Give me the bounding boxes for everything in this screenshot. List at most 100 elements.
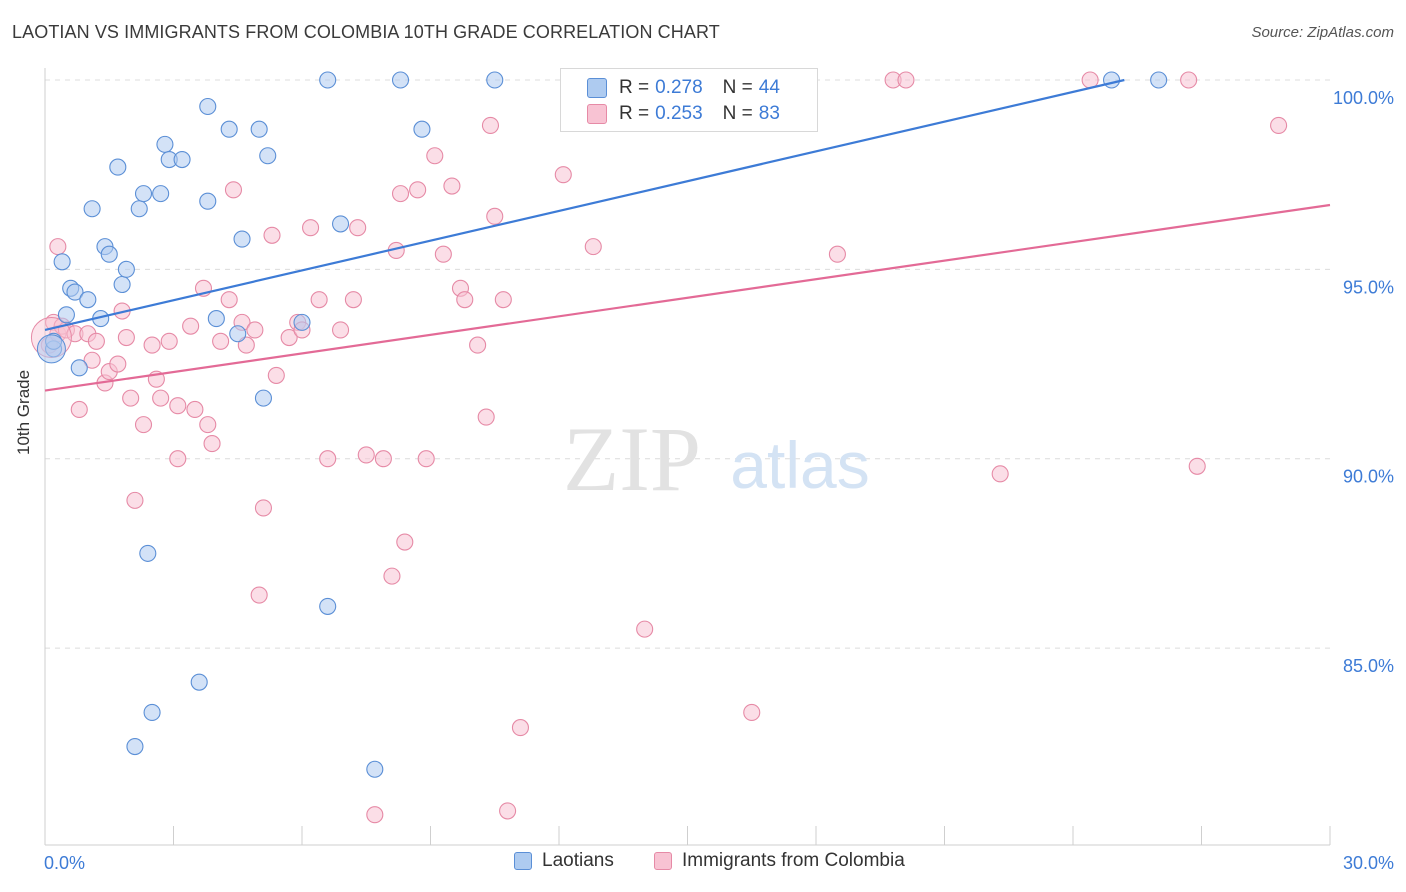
- data-point-laotians: [134, 185, 153, 203]
- data-point-colombia: [212, 332, 230, 350]
- legend-label-laotians: Laotians: [542, 850, 614, 871]
- trend-line-laotians: [44, 78, 1125, 332]
- data-point-colombia: [302, 219, 320, 237]
- legend-r-label: R =: [619, 76, 650, 98]
- chart-source: Source: ZipAtlas.com: [1251, 24, 1394, 41]
- data-point-colombia: [391, 185, 410, 203]
- data-point-laotians: [1150, 71, 1168, 89]
- data-point-laotians: [207, 310, 225, 328]
- y-axis-label: 10th Grade: [14, 369, 33, 455]
- legend-n-label: N =: [722, 76, 753, 98]
- data-point-colombia: [511, 719, 530, 737]
- data-point-colombia: [109, 355, 127, 373]
- legend-row-colombia: R = 0.253 N = 83: [587, 101, 780, 126]
- data-point-laotians: [199, 192, 217, 210]
- data-point-colombia: [122, 389, 140, 407]
- data-point-laotians: [57, 306, 75, 324]
- y-tick-label: 85.0%: [1343, 656, 1394, 676]
- data-point-laotians: [413, 120, 431, 138]
- legend-n-value: 83: [758, 102, 780, 124]
- data-point-laotians: [254, 389, 273, 407]
- data-point-laotians: [190, 673, 208, 691]
- watermark-zip: ZIP: [563, 408, 701, 510]
- data-point-laotians: [143, 703, 161, 722]
- data-point-colombia: [469, 336, 487, 354]
- legend-n-value: 44: [758, 76, 780, 98]
- data-point-laotians: [229, 325, 247, 343]
- chart-title: LAOTIAN VS IMMIGRANTS FROM COLOMBIA 10TH…: [12, 22, 720, 42]
- data-point-colombia: [267, 366, 285, 384]
- data-point-laotians: [156, 135, 174, 153]
- data-point-laotians: [130, 200, 148, 218]
- data-point-laotians: [66, 283, 84, 301]
- y-tick-label: 95.0%: [1343, 277, 1394, 297]
- data-point-colombia: [828, 245, 846, 263]
- x-tick-label: 0.0%: [44, 853, 85, 873]
- data-point-colombia: [456, 291, 474, 309]
- data-point-laotians: [319, 71, 337, 89]
- y-tick-label: 90.0%: [1343, 467, 1394, 487]
- trend-lines: [44, 78, 1331, 392]
- series-legend: Laotians Immigrants from Colombia: [0, 850, 1406, 878]
- data-point-laotians: [366, 760, 384, 778]
- data-point-laotians: [117, 260, 135, 278]
- data-point-colombia: [434, 245, 452, 263]
- data-point-colombia: [636, 620, 654, 638]
- data-point-colombia: [743, 703, 761, 722]
- data-point-colombia: [134, 416, 153, 434]
- data-point-colombia: [486, 207, 504, 225]
- legend-swatch-laotians: [514, 852, 532, 870]
- data-point-colombia: [220, 291, 238, 309]
- data-point-laotians: [250, 120, 268, 138]
- data-point-colombia: [160, 332, 178, 350]
- y-tick-label: 100.0%: [1333, 88, 1394, 108]
- legend-item-colombia: Immigrants from Colombia: [654, 850, 905, 872]
- data-point-colombia: [263, 226, 281, 244]
- data-point-laotians: [126, 737, 144, 756]
- data-point-colombia: [203, 435, 221, 453]
- data-point-laotians: [79, 291, 97, 309]
- data-point-colombia: [349, 219, 367, 237]
- data-point-colombia: [246, 321, 264, 339]
- data-point-laotians: [100, 245, 118, 263]
- data-point-colombia: [186, 400, 204, 419]
- data-point-colombia: [224, 181, 243, 199]
- data-point-colombia: [357, 446, 375, 464]
- data-point-colombia: [237, 336, 255, 354]
- data-point-colombia: [383, 567, 401, 585]
- data-point-colombia: [331, 321, 350, 339]
- watermark: ZIP atlas: [563, 408, 870, 510]
- series-immigrants-from-colombia: [30, 71, 1288, 824]
- data-point-colombia: [477, 408, 495, 426]
- data-point-colombia: [1180, 71, 1198, 89]
- data-point-colombia: [87, 332, 105, 350]
- data-point-colombia: [182, 317, 200, 335]
- legend-r-label: R =: [619, 102, 650, 124]
- data-point-colombia: [374, 450, 392, 468]
- data-point-colombia: [280, 328, 298, 347]
- data-point-laotians: [259, 147, 277, 165]
- data-point-colombia: [499, 802, 517, 820]
- tick-labels: 85.0% 90.0% 95.0% 100.0% 0.0% 30.0%: [44, 88, 1394, 873]
- data-point-colombia: [1188, 457, 1206, 475]
- data-point-laotians: [83, 200, 101, 218]
- data-point-laotians: [113, 275, 131, 294]
- data-point-colombia: [494, 291, 512, 309]
- legend-label-colombia: Immigrants from Colombia: [682, 850, 905, 871]
- data-point-colombia: [70, 400, 88, 419]
- legend-r-value: 0.253: [655, 102, 703, 124]
- data-point-laotians: [486, 71, 504, 89]
- correlation-legend: R = 0.278 N = 44 R = 0.253 N = 83: [560, 68, 818, 132]
- data-point-laotians: [109, 158, 127, 176]
- data-point-laotians: [233, 230, 251, 248]
- x-tick-label: 30.0%: [1343, 853, 1394, 873]
- data-point-laotians: [319, 597, 337, 615]
- data-point-colombia: [152, 389, 170, 407]
- legend-swatch-colombia: [654, 852, 672, 870]
- data-point-colombia: [409, 181, 427, 199]
- data-point-colombia: [310, 291, 328, 309]
- data-point-laotians: [331, 215, 350, 233]
- trend-line-colombia: [44, 203, 1331, 392]
- grid-lines: [45, 79, 1330, 649]
